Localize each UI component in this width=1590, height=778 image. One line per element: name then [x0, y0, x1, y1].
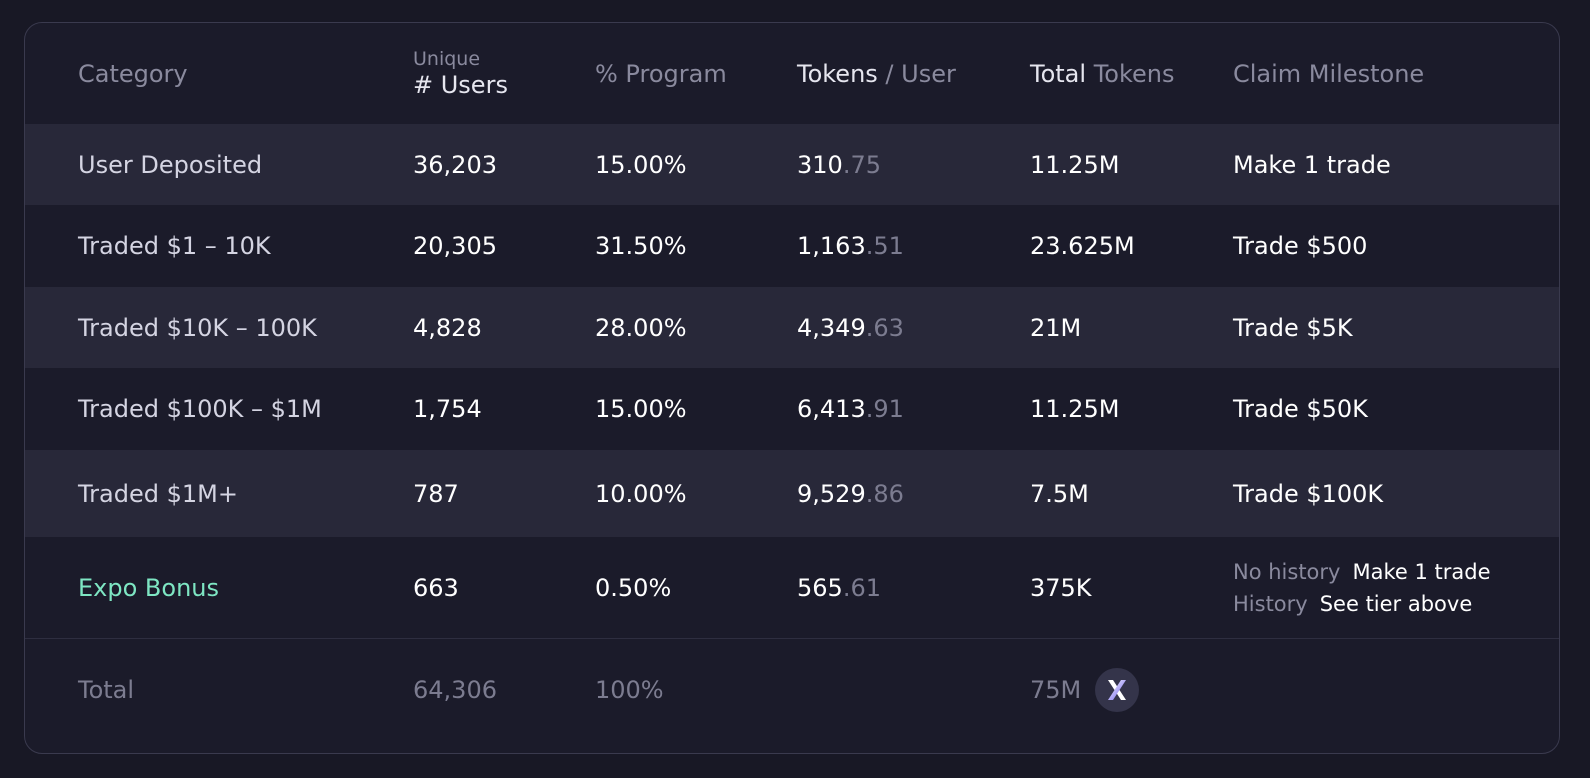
- history-label: History: [1233, 591, 1308, 616]
- no-history-value: Make 1 trade: [1352, 559, 1491, 584]
- row-total-tokens: 7.5M: [1030, 479, 1089, 508]
- tpu-integer: 9,529: [797, 479, 866, 508]
- header-claim-milestone: Claim Milestone: [1233, 59, 1425, 88]
- total-row: Total 64,306 100% 75M: [25, 639, 1559, 741]
- row-tokens-per-user: 310.75: [797, 124, 881, 205]
- row-total-tokens: 21M: [1030, 313, 1082, 342]
- bonus-category: Expo Bonus: [78, 573, 219, 602]
- bonus-total-tokens: 375K: [1030, 573, 1092, 602]
- row-milestone: Make 1 trade: [1233, 150, 1391, 179]
- tpu-decimal: .86: [865, 479, 904, 508]
- bonus-milestone: No history Make 1 trade History See tier…: [1233, 537, 1491, 638]
- header-tokens-per-user: Tokens / User: [797, 23, 956, 124]
- tpu-decimal: .91: [865, 395, 904, 423]
- total-label: Total: [78, 676, 135, 704]
- bonus-tokens-per-user: 565.61: [797, 537, 881, 638]
- total-tokens: 75M: [1030, 639, 1140, 741]
- total-users: 64,306: [413, 676, 497, 704]
- total-divider: [25, 638, 1559, 639]
- row-total-tokens: 11.25M: [1030, 395, 1120, 423]
- tpu-decimal: .61: [842, 573, 881, 602]
- rewards-table-card: Category Unique # Users % Program Tokens…: [24, 22, 1560, 754]
- header-total-tokens: Total Tokens: [1030, 23, 1174, 124]
- header-program: % Program: [595, 59, 727, 88]
- header-per-user-label: / User: [877, 59, 956, 88]
- row-category: Traded $1M+: [78, 479, 238, 508]
- table-row: Traded $1 – 10K 20,305 31.50% 1,163.51 2…: [25, 205, 1559, 287]
- table-header: Category Unique # Users % Program Tokens…: [25, 23, 1559, 124]
- bonus-users: 663: [413, 573, 459, 602]
- row-program: 15.00%: [595, 150, 687, 179]
- row-program: 10.00%: [595, 479, 687, 508]
- row-milestone: Trade $100K: [1233, 479, 1384, 508]
- row-milestone: Trade $50K: [1233, 395, 1368, 423]
- row-tokens-per-user: 4,349.63: [797, 287, 904, 368]
- tpu-integer: 4,349: [797, 313, 866, 342]
- row-tokens-per-user: 6,413.91: [797, 368, 904, 450]
- row-category: Traded $1 – 10K: [78, 232, 271, 260]
- row-program: 28.00%: [595, 313, 687, 342]
- row-users: 787: [413, 479, 459, 508]
- row-category: User Deposited: [78, 150, 263, 179]
- row-tokens-per-user: 1,163.51: [797, 205, 904, 287]
- row-users: 36,203: [413, 150, 497, 179]
- table-row: Traded $100K – $1M 1,754 15.00% 6,413.91…: [25, 368, 1559, 450]
- row-total-tokens: 11.25M: [1030, 150, 1120, 179]
- row-program: 15.00%: [595, 395, 687, 423]
- header-users-count: # Users: [413, 70, 508, 99]
- milestone-no-history: No history Make 1 trade: [1233, 560, 1491, 584]
- milestone-history: History See tier above: [1233, 592, 1472, 616]
- tpu-integer: 310: [797, 150, 843, 179]
- table-row: Traded $10K – 100K 4,828 28.00% 4,349.63…: [25, 287, 1559, 368]
- history-value: See tier above: [1319, 591, 1473, 616]
- header-category: Category: [78, 59, 188, 88]
- tpu-integer: 1,163: [797, 232, 866, 260]
- header-users-unique: Unique: [413, 47, 481, 70]
- row-category: Traded $10K – 100K: [78, 313, 317, 342]
- tpu-decimal: .63: [865, 313, 904, 342]
- no-history-label: No history: [1233, 559, 1341, 584]
- row-milestone: Trade $500: [1233, 232, 1368, 260]
- header-users: Unique # Users: [413, 23, 508, 124]
- table-row: User Deposited 36,203 15.00% 310.75 11.2…: [25, 124, 1559, 205]
- tpu-integer: 565: [797, 573, 843, 602]
- header-total-label: Total: [1030, 59, 1087, 88]
- total-program: 100%: [595, 676, 664, 704]
- row-program: 31.50%: [595, 232, 687, 260]
- row-milestone: Trade $5K: [1233, 313, 1353, 342]
- bonus-row: Expo Bonus 663 0.50% 565.61 375K No hist…: [25, 537, 1559, 638]
- row-tokens-per-user: 9,529.86: [797, 450, 904, 537]
- row-users: 1,754: [413, 395, 482, 423]
- row-users: 4,828: [413, 313, 482, 342]
- tpu-decimal: .51: [865, 232, 904, 260]
- bonus-program: 0.50%: [595, 573, 672, 602]
- total-tokens-value: 75M: [1030, 676, 1082, 704]
- header-tokens-label: Tokens: [797, 59, 878, 88]
- x-token-icon: [1095, 668, 1140, 712]
- row-category: Traded $100K – $1M: [78, 395, 322, 423]
- tpu-integer: 6,413: [797, 395, 866, 423]
- row-total-tokens: 23.625M: [1030, 232, 1135, 260]
- header-tokens-suffix: Tokens: [1086, 59, 1175, 88]
- table-row: Traded $1M+ 787 10.00% 9,529.86 7.5M Tra…: [25, 450, 1559, 537]
- row-users: 20,305: [413, 232, 497, 260]
- tpu-decimal: .75: [842, 150, 881, 179]
